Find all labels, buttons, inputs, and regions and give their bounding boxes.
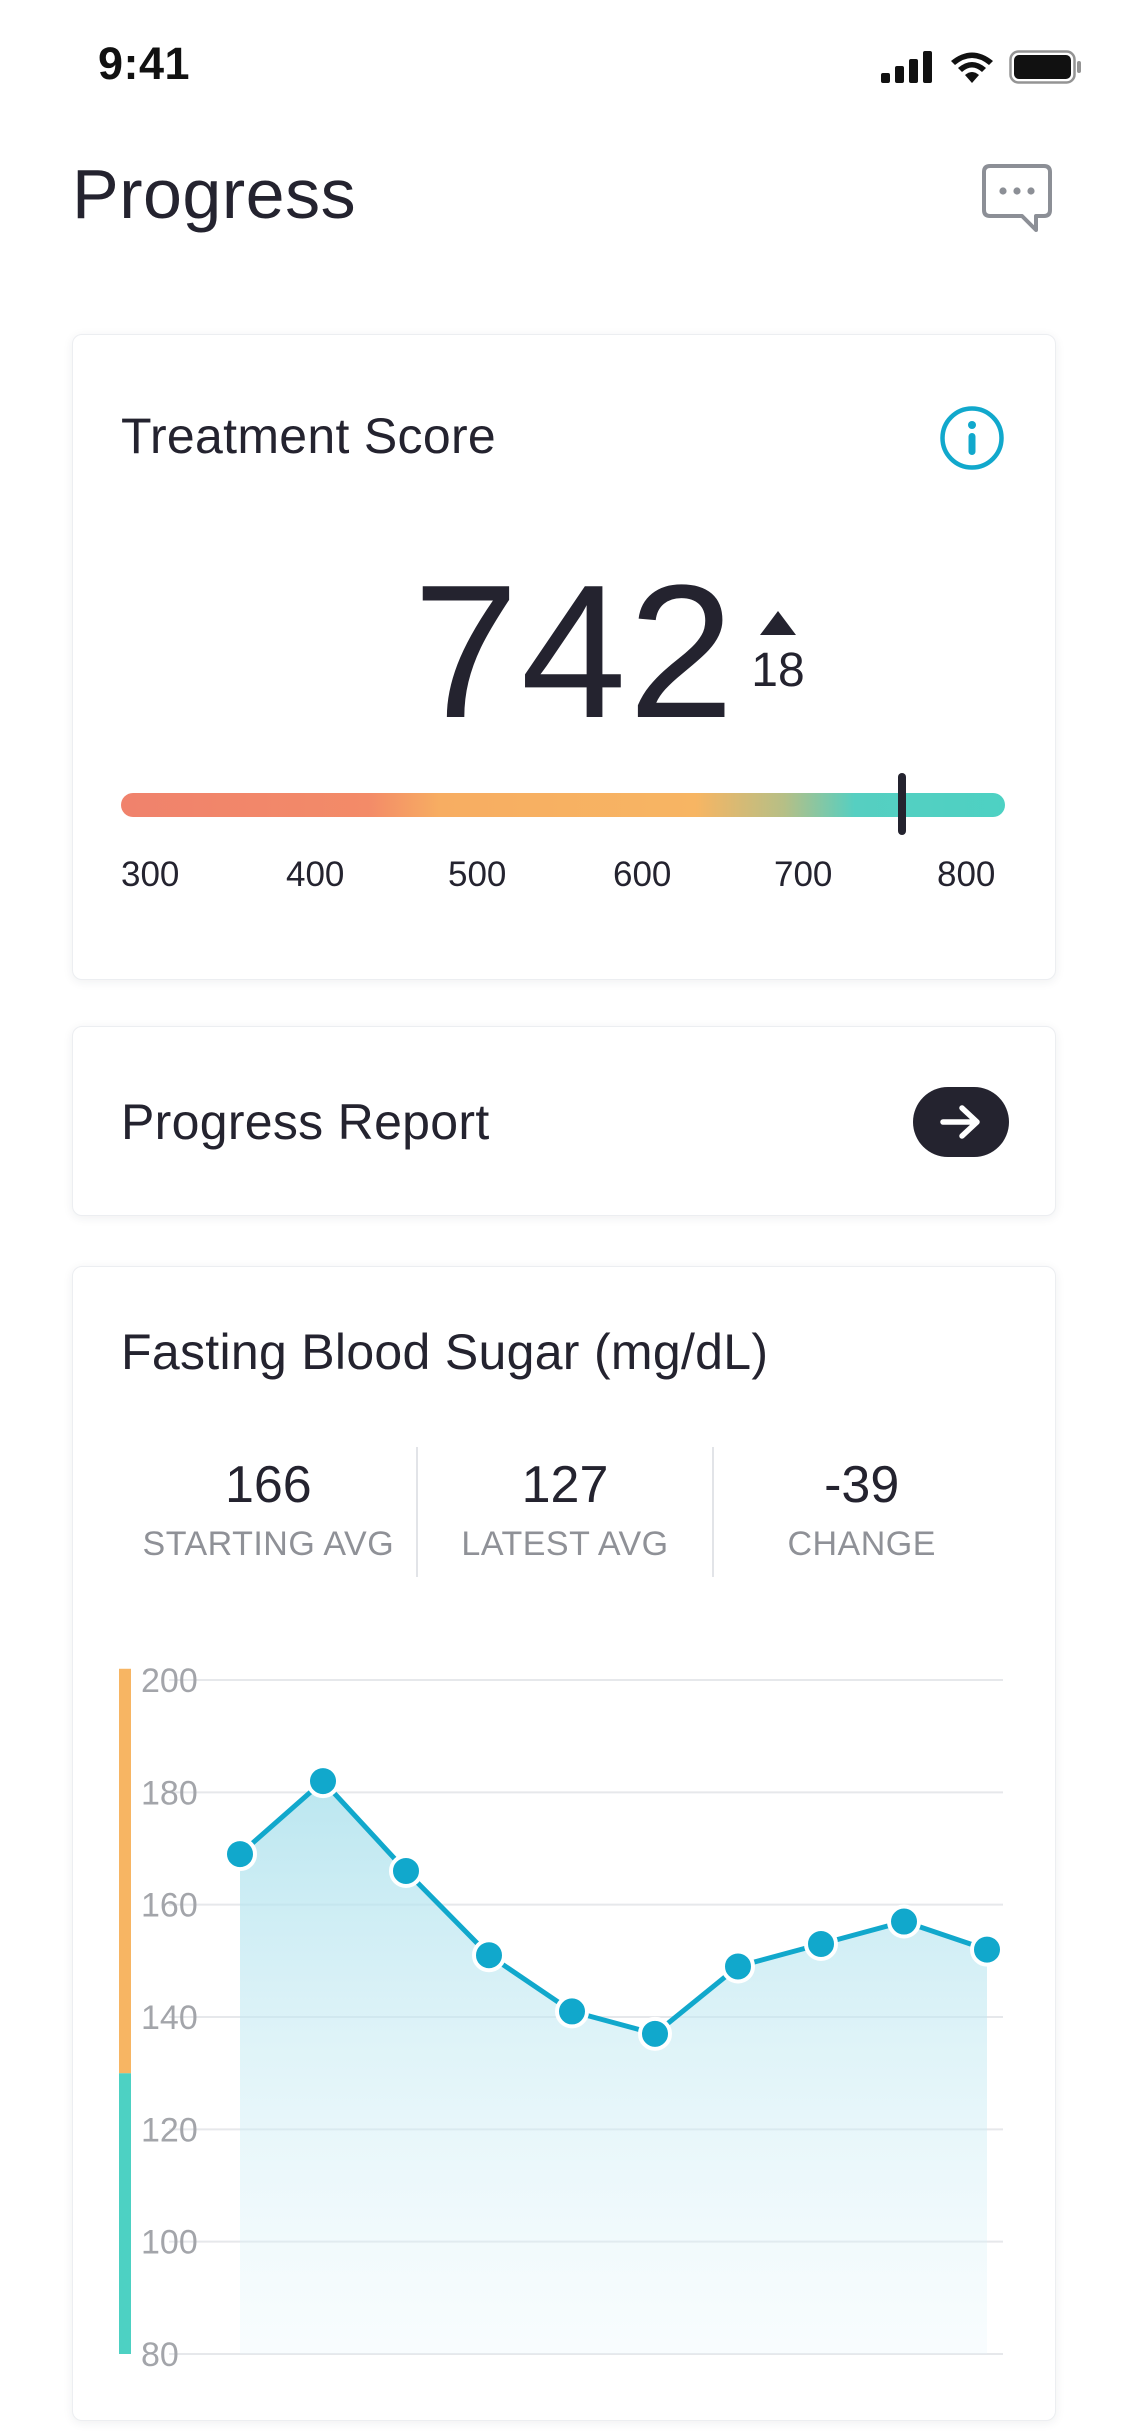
chat-bubble-icon bbox=[982, 164, 1052, 232]
data-point bbox=[638, 2016, 672, 2051]
change-stat: -39 CHANGE bbox=[712, 1447, 1009, 1577]
score-change: 18 bbox=[743, 611, 813, 698]
progress-report-label: Progress Report bbox=[121, 1094, 490, 1150]
progress-report-card[interactable]: Progress Report bbox=[72, 1026, 1056, 1216]
y-tick-label: 80 bbox=[141, 2336, 179, 2374]
change-label: CHANGE bbox=[787, 1525, 936, 1563]
fasting-blood-sugar-title: Fasting Blood Sugar (mg/dL) bbox=[121, 1324, 769, 1380]
starting-avg-stat: 166 STARTING AVG bbox=[121, 1447, 416, 1577]
area-fill bbox=[240, 1781, 987, 2354]
progress-report-button[interactable] bbox=[913, 1087, 1009, 1157]
y-tick-label: 160 bbox=[141, 1887, 198, 1925]
latest-avg-label: LATEST AVG bbox=[461, 1525, 669, 1563]
score-tick-label: 300 bbox=[121, 855, 180, 894]
score-tick-label: 600 bbox=[613, 855, 672, 894]
score-tick-label: 800 bbox=[937, 855, 996, 894]
data-point bbox=[223, 1837, 257, 1872]
score-marker bbox=[898, 773, 907, 835]
info-button[interactable] bbox=[939, 405, 1005, 471]
up-triangle-icon bbox=[760, 611, 796, 635]
y-tick-label: 100 bbox=[141, 2224, 198, 2262]
blood-sugar-chart: 200 180 160 140 120 100 80 bbox=[119, 1662, 1004, 2374]
cellular-signal-icon bbox=[881, 51, 932, 83]
arrow-right-icon bbox=[940, 1105, 980, 1139]
battery-icon bbox=[1009, 50, 1081, 84]
data-point bbox=[804, 1926, 838, 1961]
data-point bbox=[472, 1938, 506, 1973]
starting-avg-label: STARTING AVG bbox=[142, 1525, 395, 1563]
starting-avg-value: 166 bbox=[224, 1456, 312, 1514]
messages-button[interactable] bbox=[980, 160, 1054, 234]
data-point bbox=[970, 1932, 1004, 1967]
y-tick-label: 200 bbox=[141, 1662, 198, 1700]
data-point bbox=[887, 1904, 921, 1939]
y-tick-label: 120 bbox=[141, 2111, 198, 2149]
wifi-icon bbox=[951, 52, 993, 83]
page-title: Progress bbox=[72, 155, 357, 233]
y-tick-label: 180 bbox=[141, 1774, 198, 1812]
data-point bbox=[306, 1764, 340, 1799]
data-point bbox=[389, 1853, 423, 1888]
treatment-score-card: Treatment Score 742 18 300 400 500 600 7… bbox=[72, 334, 1056, 980]
range-band bbox=[119, 1668, 131, 2074]
score-tick-label: 400 bbox=[286, 855, 345, 894]
status-bar: 9:41 bbox=[0, 0, 1125, 132]
series-line bbox=[238, 1778, 988, 2037]
fasting-blood-sugar-card: Fasting Blood Sugar (mg/dL) 166 STARTING… bbox=[72, 1266, 1056, 2421]
info-icon bbox=[940, 406, 1004, 470]
data-point bbox=[555, 1994, 589, 2029]
range-band bbox=[119, 2073, 131, 2354]
score-change-value: 18 bbox=[751, 644, 805, 697]
treatment-score-value: 742 bbox=[413, 546, 737, 758]
score-tick-label: 500 bbox=[448, 855, 507, 894]
score-range-bar bbox=[121, 793, 1005, 817]
latest-avg-stat: 127 LATEST AVG bbox=[415, 1447, 713, 1577]
status-time: 9:41 bbox=[98, 38, 191, 89]
data-point bbox=[721, 1949, 755, 1984]
change-value: -39 bbox=[824, 1456, 900, 1514]
y-tick-label: 140 bbox=[141, 1999, 198, 2037]
treatment-score-title: Treatment Score bbox=[121, 408, 497, 464]
status-icons bbox=[881, 50, 1083, 84]
score-tick-label: 700 bbox=[774, 855, 833, 894]
summary-stats: 166 STARTING AVG 127 LATEST AVG -39 CHAN… bbox=[121, 1447, 1009, 1577]
latest-avg-value: 127 bbox=[521, 1456, 609, 1514]
